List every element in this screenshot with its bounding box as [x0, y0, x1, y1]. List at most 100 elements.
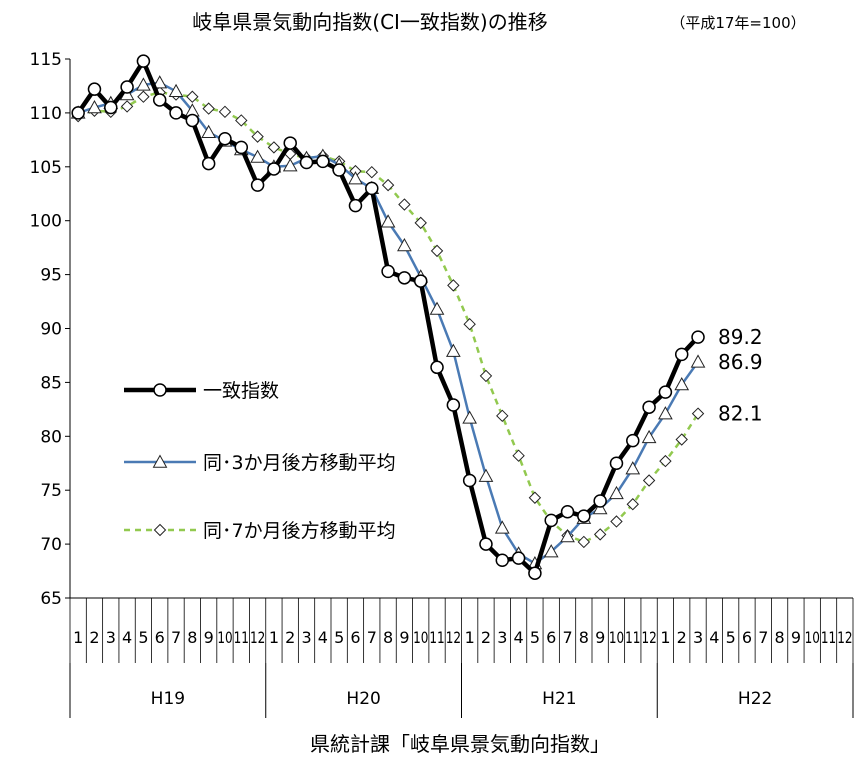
x-month-label: 9	[791, 628, 801, 647]
y-tick-label: 115	[30, 50, 62, 70]
data-point	[659, 454, 672, 468]
end-value-label: 82.1	[718, 402, 763, 426]
series-triangle: 86.9	[70, 75, 763, 570]
legend-item: 同･3か月後方移動平均	[124, 452, 396, 474]
x-month-label: 6	[742, 628, 752, 647]
data-point	[413, 274, 428, 288]
data-point	[234, 140, 249, 155]
x-axis: 1 2 3 4 5 6 7 8 9 10 11 12 1 2 3 4 5 6 7 8 9 10 11 12 1 2 3 4 5 6 7 8 9 1…	[69, 597, 854, 718]
y-axis: 65 70 75 80 85 90 95 100 105 110 115	[30, 50, 71, 609]
data-point	[463, 317, 476, 331]
series-layer: 82.1 86.989.2	[70, 54, 763, 580]
data-point	[430, 360, 444, 375]
legend-label: 一致指数	[203, 380, 279, 402]
x-month-label: 6	[546, 628, 556, 647]
data-point	[462, 473, 477, 488]
data-point	[250, 149, 265, 163]
source-note: 県統計課「岐阜県景気動向指数」	[310, 732, 610, 756]
data-point	[462, 410, 478, 424]
data-point	[675, 433, 688, 446]
x-month-label: 7	[171, 628, 181, 647]
data-point	[71, 106, 85, 120]
data-point	[201, 156, 216, 171]
data-point	[152, 93, 167, 107]
data-point	[445, 343, 461, 357]
data-point	[430, 244, 444, 258]
x-month-label: 12	[641, 628, 656, 647]
data-point	[397, 237, 412, 252]
x-month-label: 5	[530, 628, 540, 647]
x-month-label: 2	[89, 628, 99, 647]
legend-label: 同･7か月後方移動平均	[203, 520, 396, 542]
data-point	[429, 301, 445, 315]
x-month-label: 8	[187, 628, 197, 647]
data-point	[283, 136, 297, 150]
x-month-label: 7	[758, 628, 768, 647]
y-tick-label: 110	[30, 104, 62, 124]
x-month-label: 7	[367, 628, 377, 647]
x-month-label: 12	[250, 628, 265, 647]
data-point	[332, 163, 346, 177]
y-tick-label: 80	[40, 427, 62, 447]
x-month-label: 5	[138, 628, 148, 647]
data-point	[626, 433, 640, 448]
data-point	[267, 141, 281, 154]
data-point	[381, 264, 395, 279]
data-point	[185, 113, 200, 128]
data-point	[609, 485, 624, 500]
x-month-label: 10	[805, 628, 820, 647]
x-year-label: H21	[542, 689, 576, 709]
y-tick-label: 65	[40, 589, 62, 609]
data-point	[496, 409, 509, 423]
data-point	[610, 515, 623, 528]
data-point	[560, 505, 575, 519]
y-tick-label: 75	[40, 481, 62, 501]
data-point	[691, 407, 705, 420]
x-month-label: 3	[106, 628, 116, 647]
chart-subtitle: （平成17年=100）	[670, 14, 805, 32]
data-point	[625, 461, 641, 475]
data-point	[152, 75, 168, 89]
data-point	[479, 369, 493, 383]
data-point	[168, 83, 184, 98]
data-point	[447, 279, 460, 292]
x-month-label: 5	[726, 628, 736, 647]
data-point	[528, 491, 542, 504]
data-point	[120, 80, 134, 94]
x-month-label: 4	[709, 628, 719, 647]
data-point	[593, 528, 607, 541]
x-month-label: 2	[677, 628, 687, 647]
data-point	[446, 398, 461, 412]
legend-marker	[153, 383, 167, 397]
data-point	[282, 158, 298, 172]
data-point	[169, 106, 183, 120]
x-month-label: 12	[446, 628, 461, 647]
data-point	[691, 330, 705, 344]
data-point	[201, 124, 217, 139]
x-month-label: 8	[775, 628, 785, 647]
data-point	[641, 429, 657, 444]
data-point	[251, 130, 264, 143]
x-month-label: 3	[301, 628, 311, 647]
data-point	[592, 500, 608, 515]
x-year-label: H19	[151, 689, 185, 709]
data-point	[136, 77, 151, 91]
data-point	[120, 100, 134, 113]
data-point	[137, 90, 150, 103]
x-month-label: 11	[625, 628, 640, 647]
x-month-label: 3	[497, 628, 507, 647]
data-point	[380, 214, 396, 228]
data-point	[104, 100, 118, 115]
data-point	[609, 456, 624, 470]
x-month-label: 3	[693, 628, 703, 647]
data-point	[87, 82, 102, 96]
data-point	[218, 132, 232, 146]
data-point	[495, 553, 510, 568]
data-point	[626, 498, 639, 511]
x-month-label: 11	[429, 628, 444, 647]
data-point	[560, 529, 575, 543]
data-point	[348, 198, 363, 213]
x-month-label: 1	[73, 628, 83, 647]
